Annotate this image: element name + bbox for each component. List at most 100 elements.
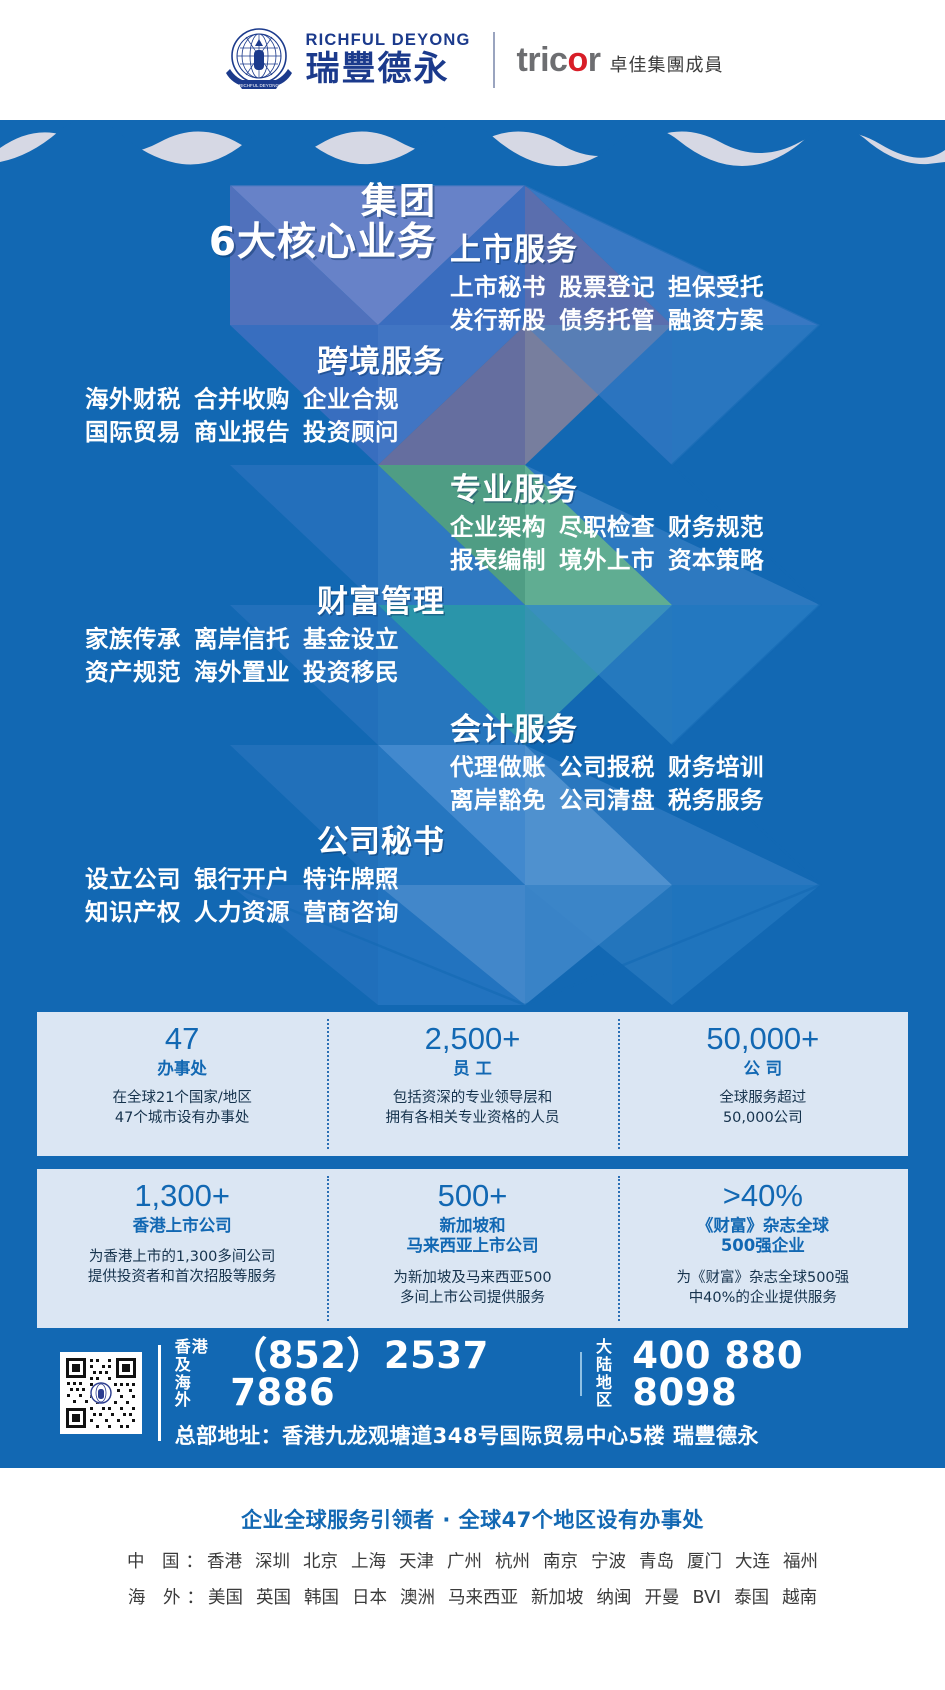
qr-code-icon[interactable] [60, 1352, 142, 1434]
stat-description: 在全球21个国家/地区 47个城市设有办事处 [112, 1088, 251, 1128]
service-item: 离岸信托 [194, 625, 290, 654]
service-item: 公司清盘 [559, 786, 655, 815]
stat-label-line: 新加坡和 [439, 1215, 506, 1235]
service-item: 离岸豁免 [450, 786, 546, 815]
service-item: 合并收购 [194, 385, 290, 414]
brand-name-cn: 瑞豐德永 [305, 49, 450, 90]
service-items-row1-cross-border: 海外财税 合并收购 企业合规 [85, 383, 445, 416]
stat-label: 新加坡和 马来西亚上市公司 [406, 1216, 538, 1257]
stat-label: 香港上市公司 [133, 1216, 232, 1237]
svg-text:RICHFUL DEYONG: RICHFUL DEYONG [238, 83, 279, 88]
footer-city: 上海 [351, 1552, 387, 1572]
service-item: 基金设立 [303, 625, 399, 654]
main-blue-panel: 集团 6大核心业务 上市服务 上市秘书 股票登记 担保受托 发行新股 债务托管 融资方案… [0, 120, 945, 1468]
footer-city: 马来西亚 [447, 1588, 518, 1608]
service-items-row1-wealth: 家族传承 离岸信托 基金设立 [85, 623, 445, 656]
footer-city: 深圳 [255, 1552, 291, 1572]
stat-desc-line: 50,000公司 [722, 1110, 803, 1127]
service-items-row2-listing: 发行新股 债务托管 融资方案 [450, 304, 764, 337]
brand-text: RICHFUL DEYONG 瑞豐德永 [306, 32, 471, 88]
service-item: 知识产权 [85, 898, 181, 927]
service-title-secretary: 公司秘书 [317, 824, 445, 860]
tricor-o-red: o [567, 41, 588, 79]
footer-city: 天津 [399, 1552, 435, 1572]
hero-line-2: 6大核心业务 [208, 219, 437, 265]
footer-china-colon: ： [185, 1552, 204, 1572]
stat-card-fortune-500: >40% 《财富》杂志全球 500强企业 为《财富》杂志全球500强 中40%的… [617, 1169, 908, 1328]
service-items-row2-accounting: 离岸豁免 公司清盘 税务服务 [450, 784, 764, 817]
footer-city: 开曼 [644, 1588, 680, 1608]
service-item: 上市秘书 [450, 273, 546, 302]
service-title-professional: 专业服务 [450, 472, 578, 508]
footer-city: 杭州 [495, 1552, 531, 1572]
stat-label: 员 工 [453, 1058, 492, 1078]
footer-overseas-cities: 美国 英国 韩国 日本 澳洲 马来西亚 新加坡 纳闽 开曼 BVI 泰国 越南 [208, 1584, 817, 1609]
stat-desc-line: 为新加坡及马来西亚500 [393, 1269, 552, 1286]
service-item: 财务培训 [668, 753, 764, 782]
contact-details: 香港及 海 外 （852）2537 7886 大陆 地区 400 880 809… [175, 1337, 890, 1450]
service-item: 尽职检查 [559, 513, 655, 542]
service-items-row2-wealth: 资产规范 海外置业 投资移民 [85, 656, 445, 689]
footer-city: 泰国 [734, 1588, 770, 1608]
footer-city: 北京 [303, 1552, 339, 1572]
service-item: 资本策略 [668, 546, 764, 575]
stat-label: 《财富》杂志全球 500强企业 [697, 1216, 829, 1257]
stat-description: 为香港上市的1,300多间公司 提供投资者和首次招股等服务 [88, 1247, 277, 1287]
stat-desc-line: 提供投资者和首次招股等服务 [87, 1269, 277, 1286]
service-items-row1-professional: 企业架构 尽职检查 财务规范 [450, 511, 764, 544]
stat-desc-line: 47个城市设有办事处 [114, 1110, 250, 1127]
hk-phone-number[interactable]: （852）2537 7886 [230, 1333, 489, 1414]
logo-divider [492, 32, 495, 88]
footer-city: 新加坡 [530, 1588, 584, 1608]
footer-city: 福州 [783, 1552, 819, 1572]
stat-card-sg-my-listed: 500+ 新加坡和 马来西亚上市公司 为新加坡及马来西亚500 多间上市公司提供… [327, 1169, 617, 1328]
service-item: 人力资源 [194, 898, 290, 927]
footer-city: 青岛 [639, 1552, 675, 1572]
brand-logo: RICHFUL DEYONG RICHFUL DEYONG 瑞豐德永 trico… [222, 23, 724, 97]
stat-desc-line: 包括资深的专业领导层和 [392, 1090, 553, 1107]
service-item: 国际贸易 [85, 418, 181, 447]
hero-line-1: 集团 [360, 181, 437, 222]
stat-desc-line: 在全球21个国家/地区 [112, 1090, 252, 1107]
stat-label-line: 《财富》杂志全球 [696, 1215, 829, 1235]
service-item: 股票登记 [559, 273, 655, 302]
service-title-cross-border: 跨境服务 [317, 344, 445, 380]
stat-card-offices: 47 办事处 在全球21个国家/地区 47个城市设有办事处 [37, 1012, 327, 1156]
service-block-wealth: 财富管理 家族传承 离岸信托 基金设立 资产规范 海外置业 投资移民 [85, 585, 445, 690]
stat-description: 包括资深的专业领导层和 拥有各相关专业资格的人员 [385, 1088, 559, 1128]
footer-city: 英国 [255, 1588, 291, 1608]
stats-row-1: 47 办事处 在全球21个国家/地区 47个城市设有办事处 2,500+ 员 工… [35, 1010, 910, 1158]
stat-desc-line: 中40%的企业提供服务 [688, 1289, 837, 1306]
service-item: 家族传承 [85, 625, 181, 654]
page-header: RICHFUL DEYONG RICHFUL DEYONG 瑞豐德永 trico… [0, 0, 945, 120]
footer-china-row: 中 国： 香港 深圳 北京 上海 天津 广州 杭州 南京 宁波 青岛 厦门 大连 福州 [0, 1548, 945, 1573]
stat-description: 为新加坡及马来西亚500 多间上市公司提供服务 [393, 1268, 551, 1308]
service-item: 特许牌照 [303, 865, 399, 894]
stat-number: 1,300+ [134, 1178, 230, 1213]
partner-name-cn: 卓佳集團成員 [609, 55, 724, 76]
service-item: 税务服务 [668, 786, 764, 815]
hero-title: 集团 6大核心业务 [209, 183, 437, 264]
tricor-wordmark: tricor [517, 43, 601, 77]
footer-city: 宁波 [591, 1552, 627, 1572]
stat-label: 公 司 [743, 1058, 783, 1078]
stats-row-2: 1,300+ 香港上市公司 为香港上市的1,300多间公司 提供投资者和首次招股… [35, 1167, 910, 1330]
footer-city: 日本 [351, 1588, 387, 1608]
service-item: 海外置业 [194, 658, 290, 687]
service-title-wealth: 财富管理 [317, 584, 445, 620]
footer-city: 澳洲 [399, 1588, 435, 1608]
partner-logo: tricor 卓佳集團成員 [517, 43, 724, 77]
hk-phone-tag: 香港及 海 外 [174, 1337, 225, 1410]
cn-phone-number[interactable]: 400 880 8098 [632, 1333, 804, 1414]
service-block-professional: 专业服务 企业架构 尽职检查 财务规范 报表编制 境外上市 资本策略 [450, 473, 764, 578]
footer-city: 广州 [447, 1552, 483, 1572]
service-item: 资产规范 [85, 658, 181, 687]
service-item: 投资顾问 [303, 418, 399, 447]
service-items-row2-secretary: 知识产权 人力资源 营商咨询 [85, 896, 445, 929]
contact-bar: 香港及 海 外 （852）2537 7886 大陆 地区 400 880 809… [60, 1337, 890, 1448]
cn-tag-line-1: 大陆 [595, 1336, 613, 1374]
footer-tagline: 企业全球服务引领者 · 全球47个地区设有办事处 [241, 1508, 704, 1532]
service-items-row2-professional: 报表编制 境外上市 资本策略 [450, 544, 764, 577]
service-item: 代理做账 [450, 753, 546, 782]
hk-tag-line-2: 海 外 [174, 1372, 197, 1410]
